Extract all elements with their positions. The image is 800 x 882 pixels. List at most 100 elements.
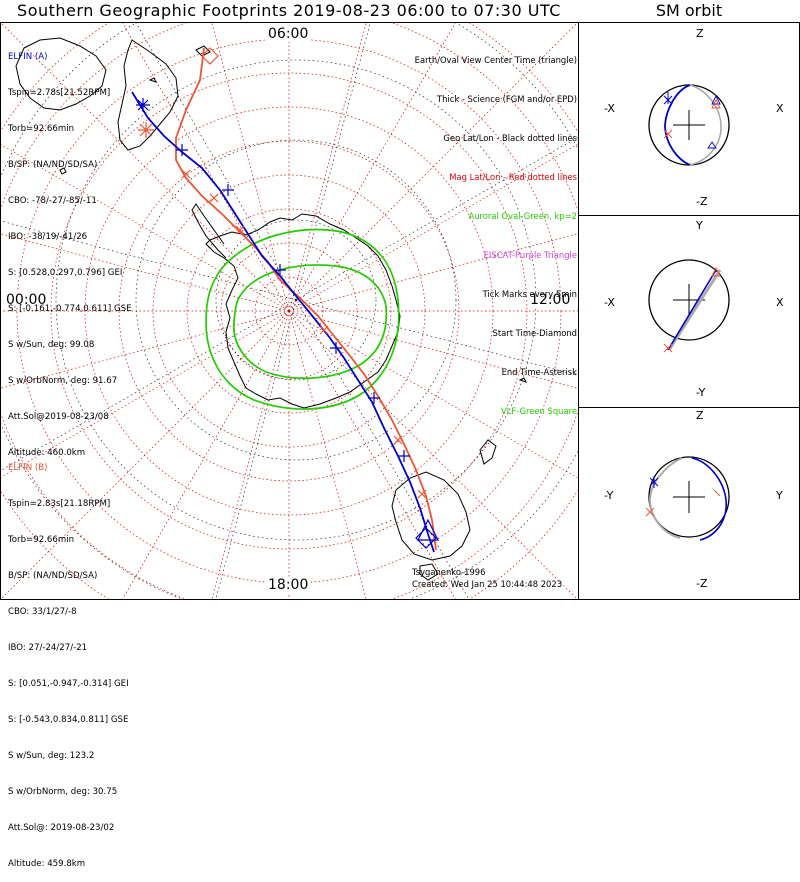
elfin-b-markers-red-xz [663, 98, 721, 139]
sm-xy-left-label: -X [604, 296, 615, 309]
geo-lat-circle [135, 139, 457, 461]
sm-xz-left-label: -X [604, 102, 615, 115]
falkland-islands [195, 45, 211, 57]
sm-yz-right-label: Y [776, 489, 783, 502]
legend-item: EISCAT-Purple Triangle [483, 250, 577, 260]
elfin-a-line: CBO: -78/-27/-85/-11 [8, 196, 97, 206]
elfin-b-orbit-yz [648, 457, 683, 539]
elfin-a-line: S w/Sun, deg: 99.08 [8, 340, 95, 350]
legend-item: VLF-Green Square [500, 406, 577, 416]
legend-item: Mag Lat/Lon - Red dotted lines [449, 172, 577, 182]
sm-xz-right-label: X [776, 102, 784, 115]
footer-model: Tsyganenko-1996 [412, 567, 486, 577]
elfin-a-line: Altitude: 460.0km [8, 448, 86, 458]
polar-footprint-map [1, 23, 578, 599]
elfin-a-line: B/SP: (NA/ND/SD/SA) [8, 160, 98, 170]
elfin-a-line: IBO: -38/19/-41/26 [8, 232, 88, 242]
sm-xy-bottom-label: -Y [696, 386, 706, 399]
footer-created: Created: Wed Jan 25 10:44:48 2023 [412, 579, 563, 589]
sm-panel-xy [648, 259, 730, 353]
elfin-b-line: Att.Sol@: 2019-08-23/02 [8, 823, 115, 833]
elfin-a-line: S: [-0.161,-0.774,0.611] GSE [8, 304, 132, 314]
earth-circle-xy [648, 259, 730, 341]
sm-panel-yz [645, 456, 730, 541]
sm-yz-bottom-label: -Z [696, 577, 708, 590]
elfin-b-line: Tspin=2.83s[21.18RPM] [8, 499, 111, 509]
mag-lat-circle [50, 72, 528, 550]
elfin-a-markers-xz [663, 92, 673, 105]
earth-circle-yz [648, 456, 730, 538]
elfin-a-line: Att.Sol@2019-08-23/08 [8, 412, 109, 422]
elfin-a-line: S w/OrbNorm, deg: 91.67 [8, 376, 118, 386]
mag-lat-circle [186, 208, 392, 414]
elfin-a-line: Torb=92.66min [8, 124, 75, 134]
africa-coast [15, 37, 107, 111]
legend: Earth/Oval View Center Time (triangle) T… [415, 28, 577, 431]
antarctica-coast [205, 213, 401, 409]
legend-item: Thick - Science (FGM and/or EPD) [436, 94, 577, 104]
geo-lat-circle [215, 219, 377, 381]
elfin-markers-yz [649, 476, 659, 488]
mag-lat-lon-grid [1, 23, 578, 599]
elfin-b-info: ELFIN (B) Tspin=2.83s[21.18RPM] Torb=92.… [8, 438, 129, 882]
legend-item: End Time-Asterisk [501, 367, 577, 377]
legend-item: Tick Marks every 5min [482, 289, 577, 299]
elfin-a-end-asterisk [136, 98, 150, 112]
elfin-b-orbit-xy [667, 269, 722, 351]
legend-item: Earth/Oval View Center Time (triangle) [414, 55, 577, 65]
legend-item: Start Time-Diamond [492, 328, 577, 338]
clock-label-left: 00:00 [4, 292, 49, 308]
view-center-triangle [417, 518, 439, 541]
clock-label-right: 12:00 [528, 292, 573, 308]
elfin-b-line: Altitude: 459.8km [8, 859, 86, 869]
clock-label-bottom: 18:00 [266, 577, 311, 593]
legend-item: Geo Lat/Lon - Black dotted lines [443, 133, 577, 143]
elfin-markers-red-yz [645, 489, 721, 517]
sm-orbit-title: SM orbit [655, 1, 723, 20]
elfin-b-line: B/SP: (NA/ND/SD/SA) [8, 571, 98, 581]
sm-xz-bottom-label: -Z [696, 195, 708, 208]
elfin-b-line: S: [0.051,-0.947,-0.314] GEI [8, 679, 129, 689]
sm-xy-top-label: Y [696, 219, 703, 232]
elfin-b-line: S: [-0.543,0.834,0.811] GSE [8, 715, 129, 725]
elfin-b-line: S w/Sun, deg: 123.2 [8, 751, 95, 761]
sm-panel-xz [648, 84, 730, 166]
elfin-b-start-diamond [201, 47, 219, 65]
clock-label-top: 06:00 [266, 26, 311, 42]
tasmania-coast [419, 563, 439, 581]
elfin-b-end-asterisk [138, 122, 154, 138]
elfin-a-ticks [176, 144, 410, 462]
elfin-b-line: IBO: 27/-24/27/-21 [8, 643, 88, 653]
elfin-a-line: Tspin=2.78s[21.52RPM] [8, 88, 111, 98]
elfin-a-start-diamond [415, 527, 437, 549]
coastlines [15, 37, 527, 581]
elfin-b-markers-xz [707, 94, 721, 149]
elfin-markers-xy [663, 266, 721, 353]
elfin-b-line: S w/OrbNorm, deg: 30.75 [8, 787, 118, 797]
sm-orbit-panels [645, 84, 730, 541]
antarctic-peninsula [191, 203, 227, 259]
small-islands [59, 77, 527, 383]
elfin-b-line: Torb=92.66min [8, 535, 75, 545]
elfin-a-header: ELFIN (A) [8, 52, 48, 62]
sm-yz-top-label: Z [696, 409, 704, 422]
sm-xz-top-label: Z [696, 27, 704, 40]
elfin-a-info: ELFIN (A) Tspin=2.78s[21.52RPM] Torb=92.… [8, 27, 132, 471]
elfin-a-orbit-yz [691, 457, 727, 541]
elfin-a-orbit-xz [664, 84, 691, 166]
elfin-b-ticks [181, 169, 427, 499]
elfin-a-orbit-xy [667, 269, 717, 351]
australia-coast [391, 471, 471, 561]
mag-lat-circle [254, 276, 324, 346]
elfin-a-track [131, 91, 435, 553]
sm-xy-right-label: X [776, 296, 784, 309]
sm-yz-left-label: -Y [604, 489, 614, 502]
elfin-b-orbit-xz [688, 84, 722, 166]
elfin-b-header: ELFIN (B) [8, 463, 48, 473]
elfin-a-line: S: [0.528,0.297,0.796] GEI [8, 268, 123, 278]
legend-item: Auroral Oval-Green, kp=2 [468, 211, 577, 221]
plot-title: Southern Geographic Footprints 2019-08-2… [17, 1, 561, 20]
elfin-b-line: CBO: 33/1/27/-8 [8, 607, 77, 617]
mag-lat-circle [118, 140, 460, 482]
new-zealand-coast [479, 439, 497, 465]
